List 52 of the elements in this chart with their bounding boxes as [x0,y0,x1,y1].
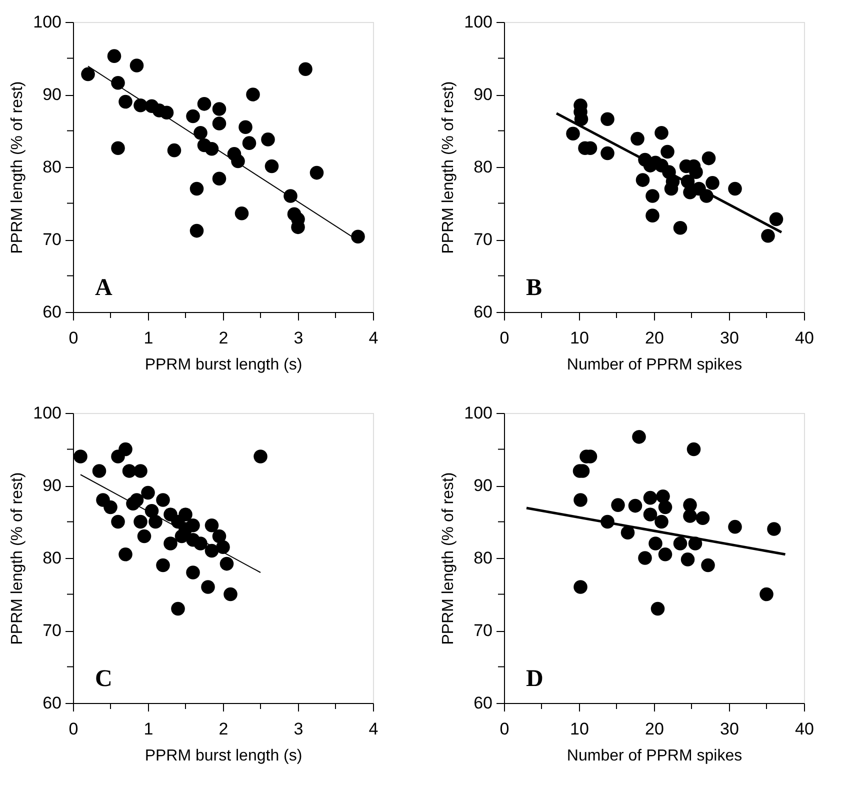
x-tick-label: 0 [68,328,78,348]
x-axis-title: PPRM burst length (s) [144,356,302,374]
y-tick-label: 100 [33,12,62,32]
x-tick-label: 3 [294,720,304,738]
y-axis-title: PPRM length (% of rest) [440,81,458,254]
x-axis-title: Number of PPRM spikes [566,356,742,374]
y-tick-label: 90 [42,85,62,104]
annotation: A [95,275,113,301]
annotation: D [526,666,544,692]
y-tick-label: 80 [42,548,62,568]
x-tick-label: 10 [570,328,589,348]
y-tick-label: 80 [474,548,492,568]
x-tick-label: 0 [500,720,510,738]
x-tick-label: 40 [795,328,814,348]
y-tick-label: 90 [474,476,492,495]
y-tick-label: 100 [464,404,492,422]
x-tick-label: 4 [368,720,378,738]
y-tick-label: 70 [42,621,62,640]
x-tick-label: 3 [294,328,304,348]
x-tick-label: 1 [144,720,154,738]
y-tick-label: 60 [474,694,492,712]
y-tick-label: 60 [42,302,62,322]
x-tick-label: 30 [720,328,739,348]
y-tick-label: 70 [474,621,492,640]
x-tick-label: 1 [144,328,154,348]
x-tick-label: 0 [68,720,78,738]
annotation: B [526,275,542,301]
y-tick-label: 90 [42,476,62,495]
x-tick-label: 20 [645,720,664,738]
x-axis-title: Number of PPRM spikes [566,748,742,764]
y-tick-label: 80 [474,158,492,176]
x-axis-title: PPRM burst length (s) [144,748,302,764]
x-tick-label: 40 [795,720,814,738]
y-tick-label: 90 [474,85,492,104]
x-tick-label: 2 [218,328,228,348]
x-tick-label: 30 [720,720,739,738]
y-axis-title: PPRM length (% of rest) [440,472,458,645]
y-tick-label: 70 [474,230,492,249]
x-tick-label: 0 [500,328,510,348]
x-tick-label: 10 [570,720,589,738]
y-axis-title: PPRM length (% of rest) [9,81,26,254]
y-tick-label: 100 [464,12,492,32]
x-tick-label: 4 [368,328,378,348]
x-tick-label: 20 [645,328,664,348]
y-tick-label: 60 [42,694,62,712]
y-axis-title: PPRM length (% of rest) [9,472,26,645]
x-tick-label: 2 [218,720,228,738]
y-tick-label: 70 [42,230,62,249]
y-tick-label: 100 [33,404,62,422]
annotation: C [95,666,112,692]
y-tick-label: 80 [42,158,62,176]
y-tick-label: 60 [474,302,492,322]
